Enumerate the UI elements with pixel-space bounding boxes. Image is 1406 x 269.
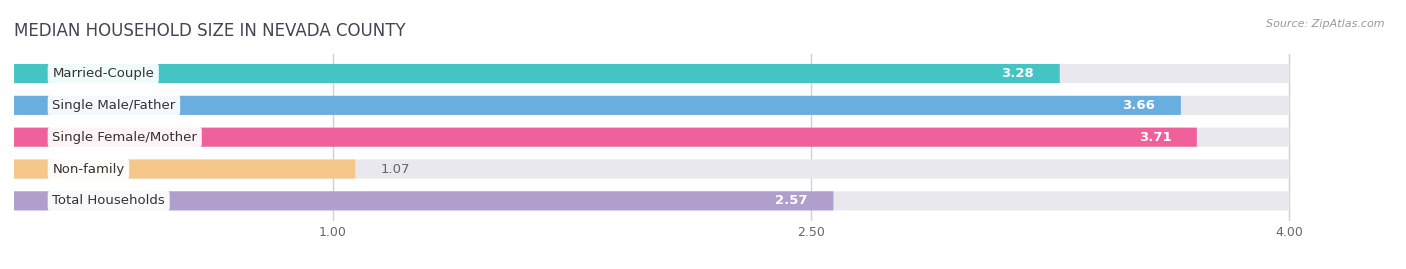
Text: 3.66: 3.66 (1122, 99, 1156, 112)
FancyBboxPatch shape (14, 64, 1289, 83)
Text: 3.71: 3.71 (1139, 131, 1171, 144)
Text: Source: ZipAtlas.com: Source: ZipAtlas.com (1267, 19, 1385, 29)
Text: Single Female/Mother: Single Female/Mother (52, 131, 197, 144)
Text: 2.57: 2.57 (775, 194, 808, 207)
Text: Single Male/Father: Single Male/Father (52, 99, 176, 112)
FancyBboxPatch shape (14, 64, 1060, 83)
FancyBboxPatch shape (14, 160, 1289, 179)
Text: Non-family: Non-family (52, 162, 125, 175)
Text: 1.07: 1.07 (381, 162, 411, 175)
Text: Total Households: Total Households (52, 194, 165, 207)
FancyBboxPatch shape (14, 128, 1289, 147)
FancyBboxPatch shape (14, 191, 834, 210)
Text: MEDIAN HOUSEHOLD SIZE IN NEVADA COUNTY: MEDIAN HOUSEHOLD SIZE IN NEVADA COUNTY (14, 22, 406, 40)
FancyBboxPatch shape (14, 96, 1289, 115)
FancyBboxPatch shape (14, 96, 1181, 115)
FancyBboxPatch shape (14, 128, 1197, 147)
Text: 3.28: 3.28 (1001, 67, 1035, 80)
FancyBboxPatch shape (14, 160, 356, 179)
FancyBboxPatch shape (14, 191, 1289, 210)
Text: Married-Couple: Married-Couple (52, 67, 155, 80)
